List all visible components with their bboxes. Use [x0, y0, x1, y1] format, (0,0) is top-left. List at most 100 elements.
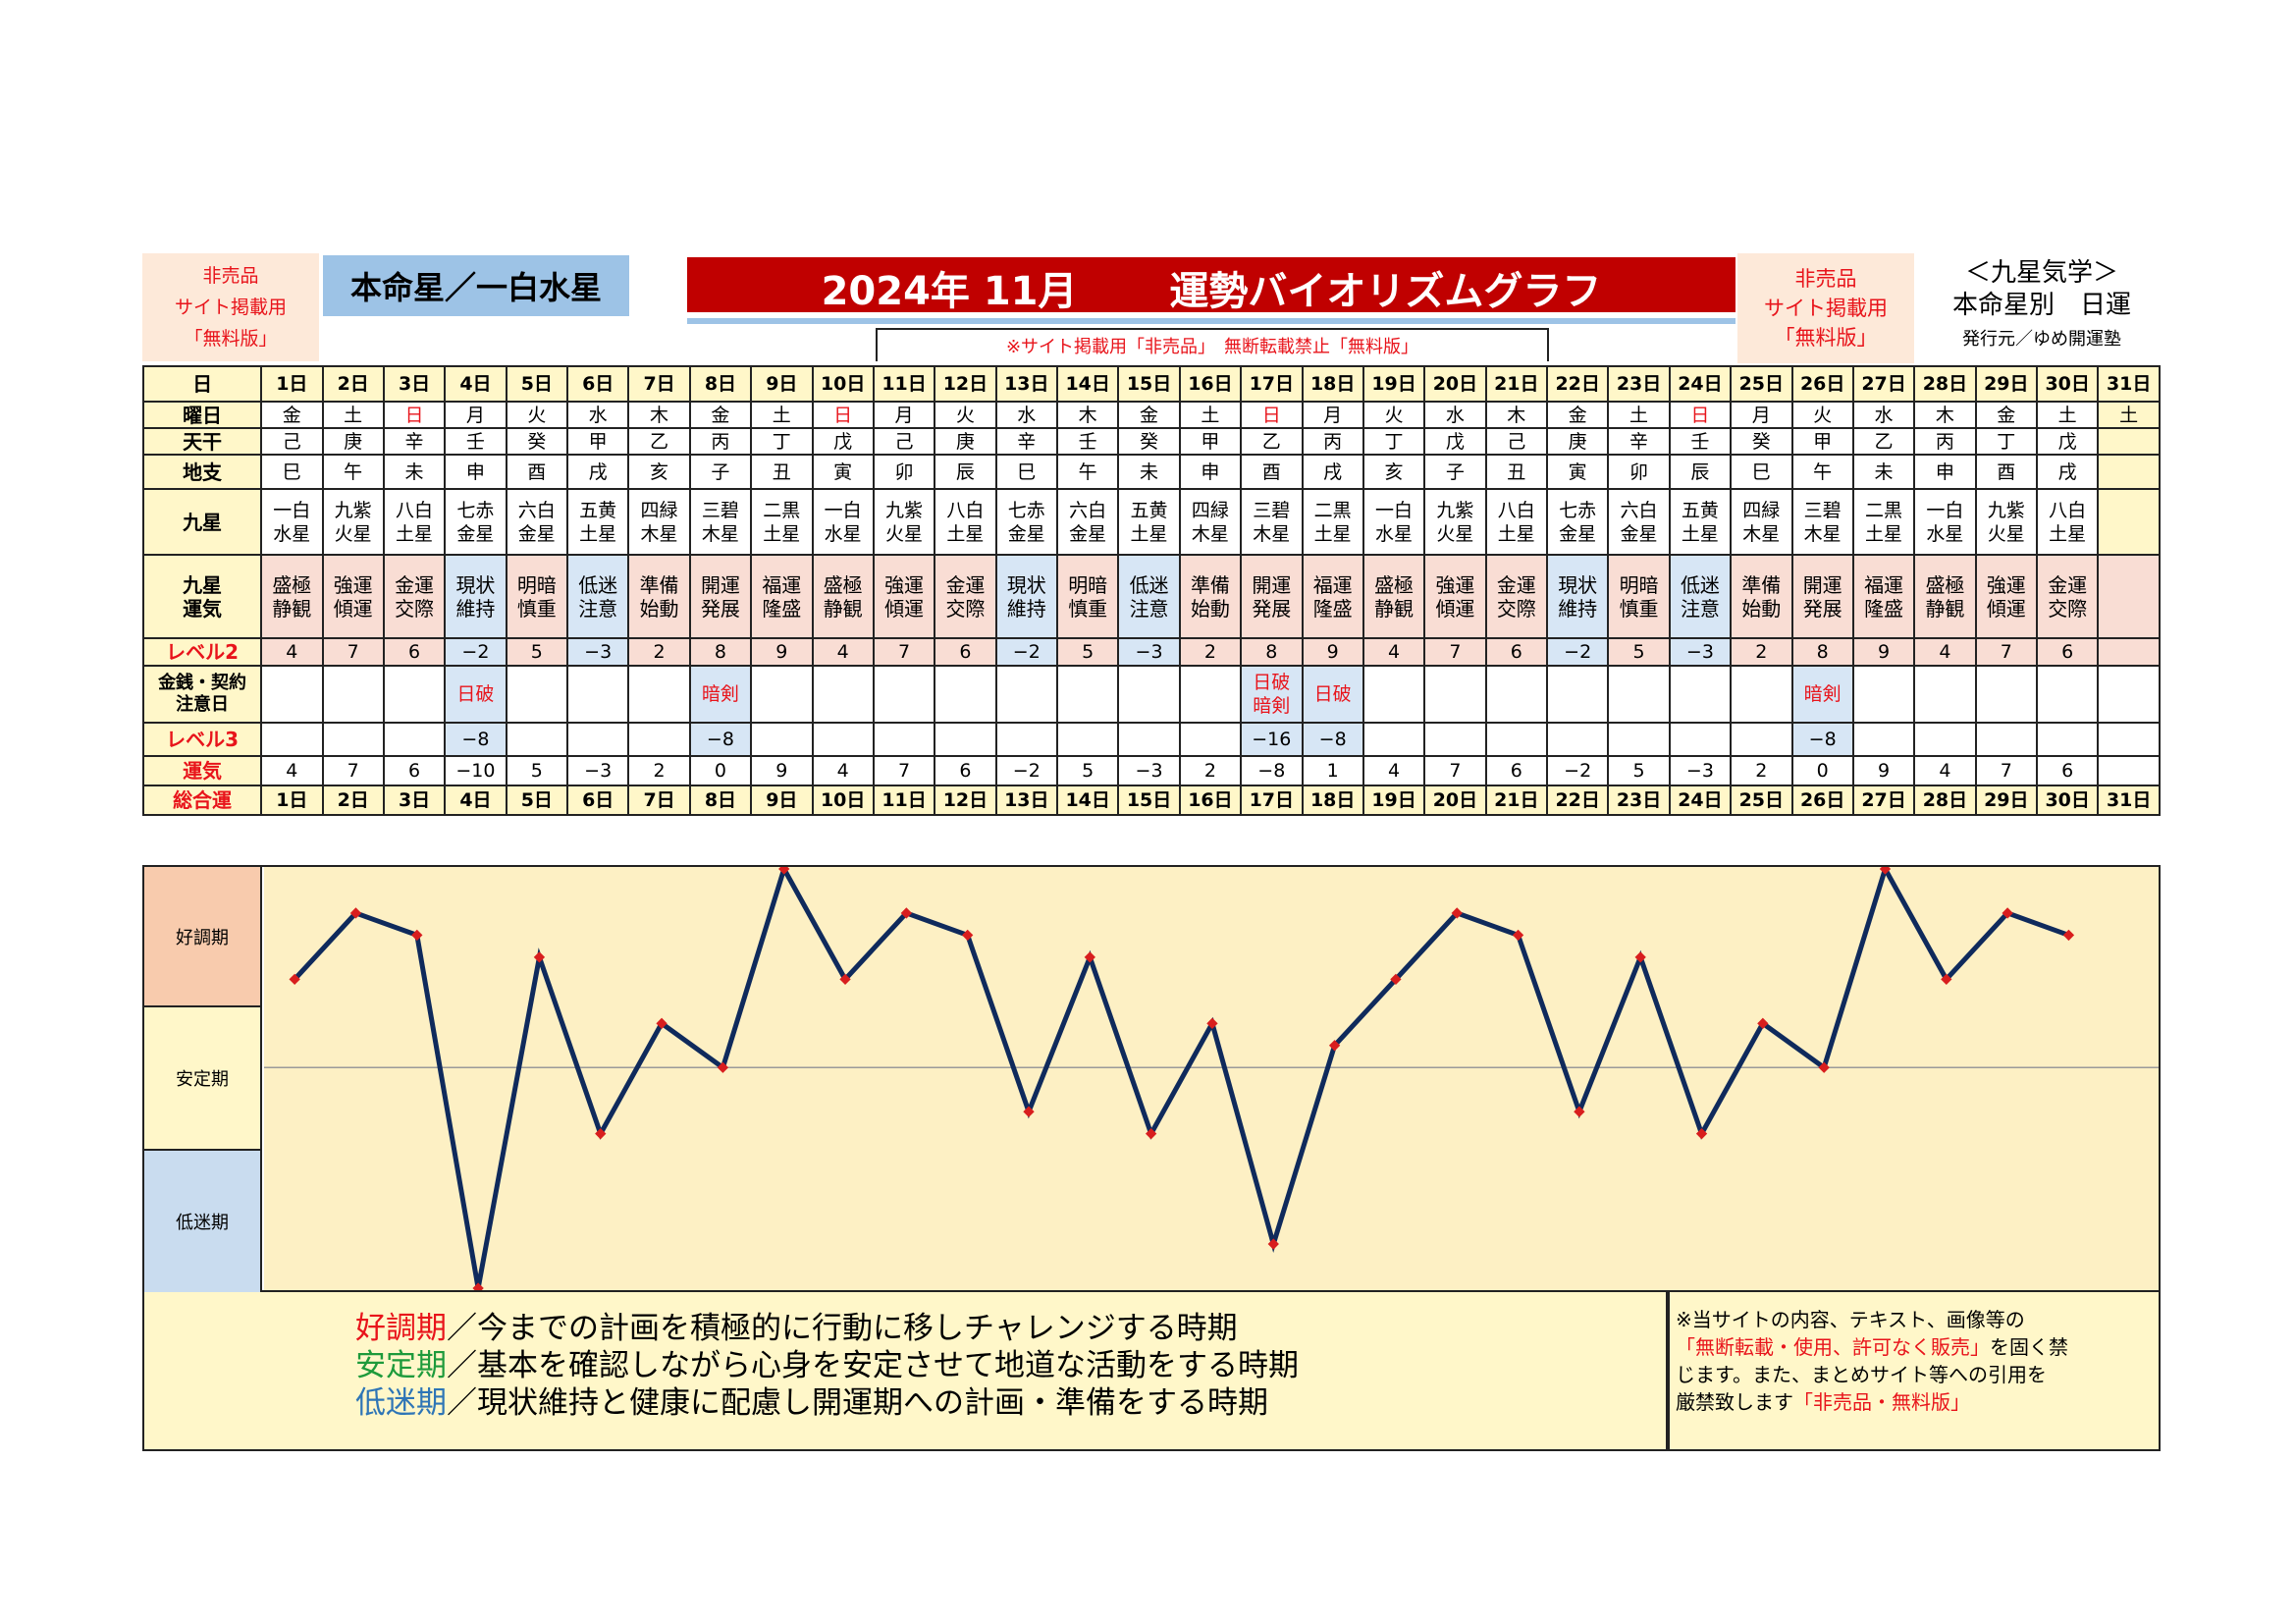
kyusei-line-1: 四緑: [1191, 499, 1229, 521]
total-value: −3: [1135, 760, 1163, 782]
day-number-bottom: 20日: [1432, 789, 1478, 811]
total-value: 7: [898, 760, 911, 782]
chishi-row-cell: 戌: [2035, 454, 2100, 490]
kyusei-line-1: 八白: [1497, 499, 1535, 521]
tenkan-value: 辛: [1017, 430, 1037, 453]
kyusei-line-1: 三碧: [701, 499, 739, 521]
unki-line-2: 隆盛: [1312, 596, 1353, 621]
chart-point-6日: [595, 1128, 607, 1140]
level2-value: 7: [1449, 641, 1462, 663]
tenkan-value: 戊: [833, 430, 853, 453]
level2-row-cell: −2: [994, 637, 1059, 667]
tenkan-row-cell: 壬: [1668, 427, 1733, 456]
unki-line-1: 開運: [1252, 572, 1292, 597]
level2-row-cell: 5: [505, 637, 569, 667]
unki-line-1: 開運: [1802, 572, 1842, 597]
caution-tag: 日破: [456, 683, 495, 705]
total-row-cell: 6: [2035, 755, 2100, 786]
total-row-cell: 5: [505, 755, 569, 786]
tenkan-row-cell: 戊: [811, 427, 875, 456]
tenkan-row-cell: 壬: [1055, 427, 1120, 456]
day-number: 17日: [1249, 373, 1295, 395]
unki-line-2: 維持: [455, 596, 496, 621]
tenkan-row-cell: [2097, 427, 2161, 456]
tenkan-row-cell: 己: [260, 427, 324, 456]
level2-value: 9: [1326, 641, 1339, 663]
kyusei-line-2: 土星: [579, 522, 617, 545]
level3-value: −8: [1808, 729, 1837, 750]
tenkan-value: 乙: [650, 430, 669, 453]
kyusei-row-cell: 七赤 金星: [444, 488, 507, 556]
level2-value: 7: [347, 641, 359, 663]
level2-row-cell: −2: [444, 637, 507, 667]
chishi-row-cell: 丑: [750, 454, 814, 490]
sub-notice: ※サイト掲載用「非売品」 無断転載禁止「無料版」: [876, 328, 1549, 361]
tenkan-value: 丙: [1323, 430, 1343, 453]
total-row-cell: −8: [1240, 755, 1304, 786]
chart-plot: [264, 867, 2159, 1290]
row-label-weekday: 曜日: [183, 403, 223, 427]
chart-point-3日: [411, 929, 423, 942]
unki-row-cell: 明暗 慎重: [1055, 554, 1120, 639]
level2-value: −2: [461, 641, 490, 663]
day-number: 6日: [582, 373, 614, 395]
total-value: −2: [1012, 760, 1041, 782]
unki-row-cell: 開運 発展: [1240, 554, 1304, 639]
weekday-row-cell: 木: [627, 401, 691, 429]
unki-line-2: 静観: [823, 596, 863, 621]
unki-line-1: 明暗: [516, 572, 557, 597]
unki-line-2: 静観: [1374, 596, 1415, 621]
kyusei-line-1: 八白: [2049, 499, 2087, 521]
weekday-value: 月: [465, 404, 485, 426]
level3-row-cell: [1913, 722, 1977, 757]
weekday-value: 月: [1751, 404, 1771, 426]
caution-row-cell: [1668, 665, 1733, 724]
weekday-row-cell: 日: [382, 401, 447, 429]
total-value: 0: [714, 760, 726, 782]
day-row-cell: 25日: [1730, 365, 1793, 403]
tenkan-value: 壬: [1690, 430, 1710, 453]
unki-line-1: 明暗: [1619, 572, 1659, 597]
unki-line-2: 発展: [1802, 596, 1842, 621]
right-badge-line-1: 非売品: [1794, 267, 1857, 291]
day-number-bottom: 13日: [1004, 789, 1049, 811]
tenkan-value: 乙: [1874, 430, 1894, 453]
weekday-row-cell: 土: [1178, 401, 1243, 429]
day-number-bottom: 6日: [582, 789, 614, 811]
unki-line-2: 発展: [700, 596, 740, 621]
kyusei-line-1: 六白: [1069, 499, 1107, 521]
tenkan-row-cell: 甲: [565, 427, 630, 456]
unki-row-cell: 盛極 静観: [1362, 554, 1426, 639]
level3-row-cell: [1668, 722, 1733, 757]
kyusei-line-1: 五黄: [1130, 499, 1168, 521]
weekday-value: 土: [2119, 404, 2139, 426]
kyusei-row-cell: 九紫 火星: [872, 488, 936, 556]
kyusei-row-cell: [2097, 488, 2161, 556]
kyusei-line-1: 一白: [1926, 499, 1964, 521]
day-row-cell: 12日: [934, 365, 997, 403]
row-label-caution-2: 注意日: [176, 694, 230, 715]
kyusei-line-2: 金星: [1007, 522, 1045, 545]
level2-row-cell: 5: [1055, 637, 1120, 667]
level2-value: 6: [408, 641, 421, 663]
level2-row-cell: 2: [1730, 637, 1793, 667]
chishi-row-cell: 寅: [1545, 454, 1610, 490]
chart-point-16日: [1206, 1017, 1218, 1029]
level2-value: 9: [775, 641, 788, 663]
level3-row-cell: [1730, 722, 1793, 757]
unki-line-1: 現状: [455, 572, 496, 597]
weekday-value: 水: [588, 404, 608, 426]
total-value: 2: [1755, 760, 1768, 782]
total-row-cell: 6: [934, 755, 997, 786]
kyusei-line-1: 八白: [946, 499, 985, 521]
kyusei-line-2: 金星: [517, 522, 556, 545]
total-value: −3: [1685, 760, 1714, 782]
unki-line-2: 交際: [395, 596, 435, 621]
chishi-row-cell: 未: [382, 454, 447, 490]
level2-value: 7: [2000, 641, 2012, 663]
unki-row: 九星 運気 盛極 静観 強運 傾運 金運 交際 現状 維持 明暗 慎重 低迷 注意 準備 始動 開運 発展 福運 隆盛…: [141, 554, 2161, 639]
kyusei-line-2: 木星: [1742, 522, 1781, 545]
chishi-row-cell: 戌: [1301, 454, 1364, 490]
unki-line-1: 福運: [1312, 572, 1353, 597]
day-number: 22日: [1555, 373, 1600, 395]
